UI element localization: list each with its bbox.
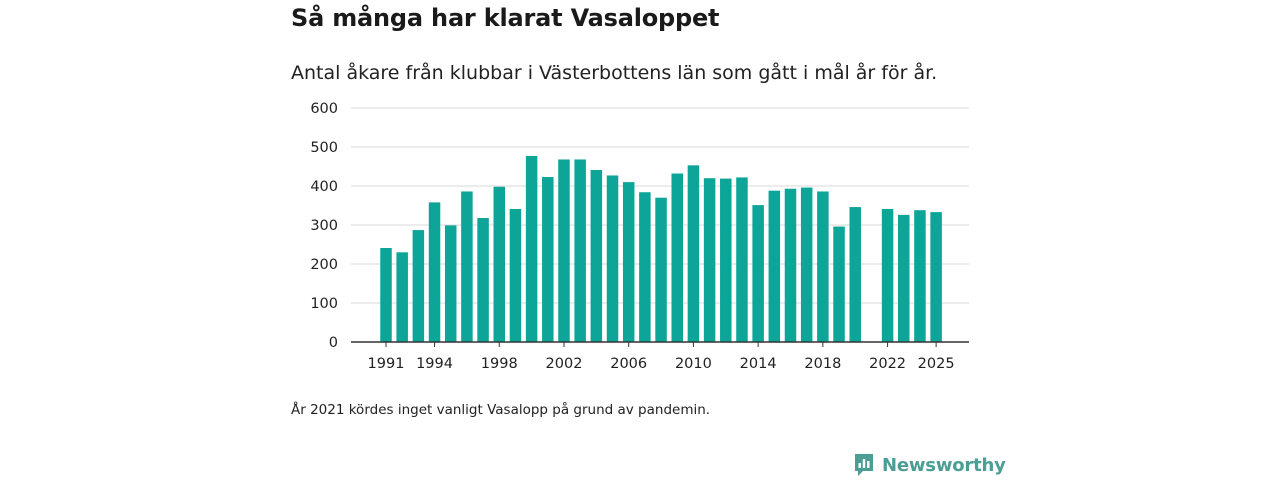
chart-title: Så många har klarat Vasaloppet [291,4,720,32]
bar-2018[interactable] [817,191,829,342]
bar-2006[interactable] [622,182,635,342]
bar-2016[interactable] [784,188,797,342]
bar-2023[interactable] [898,214,910,342]
x-tick-label: 1994 [416,356,453,372]
bar-1992[interactable] [396,252,408,342]
y-tick-label: 200 [310,257,338,273]
y-tick-label: 300 [310,218,338,234]
newsworthy-logo[interactable]: Newsworthy [853,452,1006,478]
x-tick-label: 2010 [675,356,712,372]
bar-1994[interactable] [428,202,441,342]
newsworthy-logo-icon [855,454,873,476]
bar-1999[interactable] [509,209,522,342]
bar-2017[interactable] [800,187,813,342]
y-tick-label: 500 [310,140,338,156]
bar-2003[interactable] [574,159,586,342]
bar-1998[interactable] [493,186,506,342]
brand-name: Newsworthy [882,454,1006,476]
bar-2008[interactable] [655,197,667,342]
bar-2011[interactable] [703,178,716,342]
bar-1997[interactable] [477,217,489,342]
x-tick-label: 2002 [546,356,583,372]
bar-2012[interactable] [720,178,732,342]
x-tick-label: 2022 [869,356,906,372]
bar-1995[interactable] [444,225,457,342]
bar-2004[interactable] [590,170,603,342]
x-tick-label: 1998 [481,356,518,372]
y-tick-label: 100 [310,296,338,312]
x-tick-label: 2006 [610,356,647,372]
bar-2007[interactable] [639,192,651,342]
bar-2005[interactable] [606,175,619,342]
footnote: År 2021 kördes inget vanligt Vasalopp på… [291,402,711,418]
bar-2020[interactable] [849,207,861,342]
bar-2022[interactable] [881,209,894,342]
bar-2019[interactable] [833,226,845,342]
bar-2015[interactable] [768,190,781,342]
bar-1993[interactable] [412,230,425,342]
x-tick-label: 1991 [368,356,405,372]
y-tick-label: 0 [329,335,338,351]
bar-2025[interactable] [930,212,942,342]
bar-2013[interactable] [736,177,748,342]
bar-1991[interactable] [380,248,392,342]
bar-1996[interactable] [461,191,473,342]
bar-2000[interactable] [525,155,538,342]
x-tick-label: 2018 [804,356,841,372]
x-tick-label: 2025 [918,356,955,372]
x-tick-label: 2014 [740,356,777,372]
bar-2010[interactable] [687,165,700,342]
bar-2009[interactable] [671,173,683,342]
bar-2002[interactable] [558,159,570,342]
y-tick-label: 400 [310,179,338,195]
y-tick-label: 600 [310,101,338,117]
bar-2014[interactable] [752,205,764,342]
bar-2024[interactable] [914,210,926,342]
chart-subtitle: Antal åkare från klubbar i Västerbottens… [291,62,938,84]
bar-2001[interactable] [542,177,554,342]
